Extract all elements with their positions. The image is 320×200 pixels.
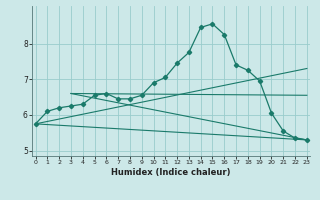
X-axis label: Humidex (Indice chaleur): Humidex (Indice chaleur) bbox=[111, 168, 231, 177]
